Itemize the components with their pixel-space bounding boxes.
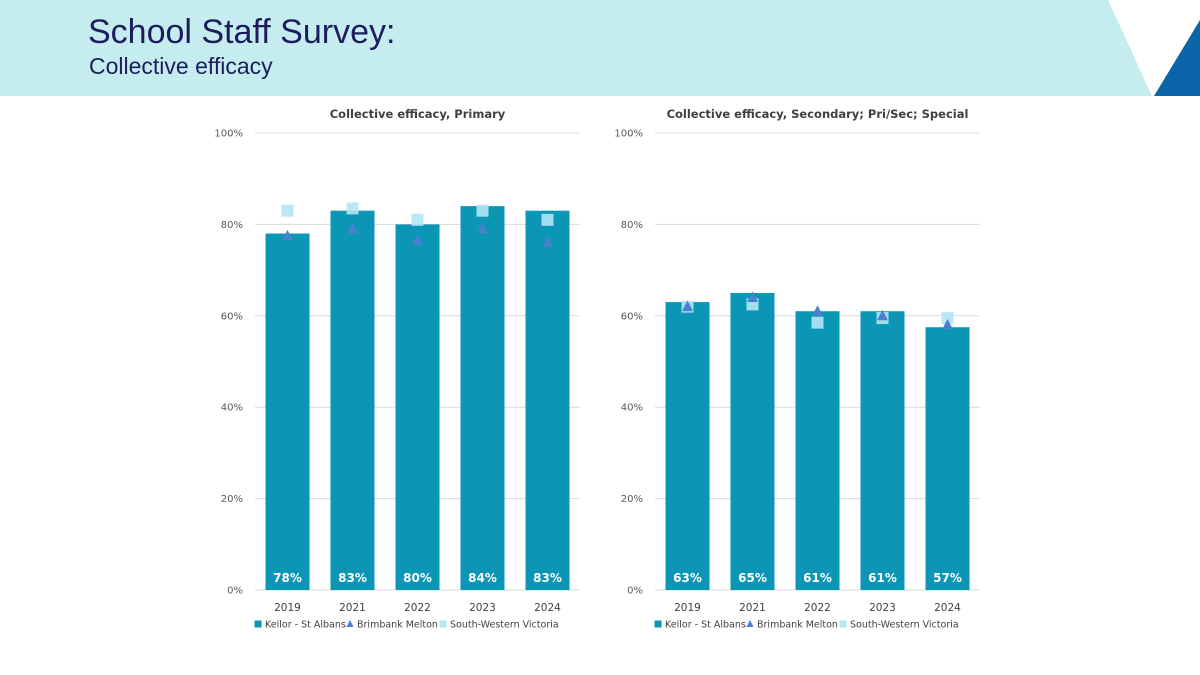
header-banner	[0, 0, 1200, 96]
data-label: 84%	[468, 571, 497, 585]
bar	[330, 210, 375, 590]
legend-item: Keilor - St Albans	[654, 620, 746, 631]
legend-label: South-Western Victoria	[450, 620, 559, 631]
legend-label: South-Western Victoria	[850, 620, 959, 631]
x-tick-label: 2023	[869, 602, 896, 614]
triangle-marker	[812, 305, 823, 316]
legend-swatch-square	[439, 620, 447, 628]
triangle-marker	[477, 222, 488, 234]
legend-label: Keilor - St Albans	[665, 620, 746, 631]
chart-title: Collective efficacy, Primary	[330, 107, 506, 121]
data-label: 78%	[273, 571, 302, 585]
y-tick-label: 60%	[221, 311, 243, 322]
legend-label: Brimbank Melton	[357, 620, 438, 631]
bar	[525, 210, 570, 590]
triangle-marker	[412, 234, 423, 245]
triangle-marker	[347, 222, 358, 234]
data-label: 83%	[533, 571, 562, 585]
y-tick-label: 80%	[621, 220, 643, 231]
legend-label: Keilor - St Albans	[265, 620, 346, 631]
legend-swatch-bar	[654, 620, 662, 628]
square-marker	[346, 202, 359, 215]
y-tick-label: 60%	[621, 311, 643, 322]
square-marker	[281, 204, 294, 217]
y-tick-label: 20%	[221, 494, 243, 505]
x-tick-label: 2019	[674, 602, 701, 614]
triangle-marker	[877, 309, 888, 321]
bar	[265, 233, 310, 591]
legend-swatch-triangle	[346, 620, 354, 627]
triangle-marker	[542, 236, 553, 248]
x-tick-label: 2022	[804, 602, 831, 614]
triangle-marker	[682, 300, 693, 312]
bar	[730, 292, 775, 590]
y-tick-label: 100%	[614, 129, 643, 140]
triangle-marker	[747, 291, 758, 303]
x-tick-label: 2024	[534, 602, 561, 614]
data-label: 61%	[803, 571, 832, 585]
secondary-chart: Collective efficacy, Secondary; Pri/Sec;…	[614, 107, 980, 631]
x-tick-label: 2021	[739, 602, 766, 614]
bar	[925, 327, 970, 590]
bar	[460, 206, 505, 590]
data-label: 65%	[738, 571, 767, 585]
legend-swatch-triangle	[746, 620, 754, 627]
slide-title: School Staff Survey:	[88, 13, 396, 51]
square-marker	[476, 204, 489, 217]
square-marker	[811, 316, 824, 329]
y-tick-label: 100%	[214, 129, 243, 140]
legend-swatch-bar	[254, 620, 262, 628]
x-tick-label: 2024	[934, 602, 961, 614]
primary-chart: Collective efficacy, Primary 0% 20% 40% 60% 8…	[214, 107, 580, 631]
triangle-marker	[942, 318, 953, 330]
y-tick-label: 40%	[221, 403, 243, 414]
data-label: 61%	[868, 571, 897, 585]
legend-label: Brimbank Melton	[757, 620, 838, 631]
bar	[395, 224, 440, 590]
y-tick-label: 80%	[221, 220, 243, 231]
chart-title: Collective efficacy, Secondary; Pri/Sec;…	[667, 107, 969, 121]
y-tick-label: 40%	[621, 403, 643, 414]
legend-item: Brimbank Melton	[346, 620, 438, 631]
square-marker	[941, 312, 954, 325]
y-tick-label: 0%	[227, 586, 243, 597]
bar	[795, 311, 840, 590]
data-label: 80%	[403, 571, 432, 585]
square-marker	[541, 213, 554, 226]
slide-subtitle: Collective efficacy	[89, 53, 273, 79]
bar	[665, 302, 710, 590]
legend-item: South-Western Victoria	[439, 620, 559, 631]
x-tick-label: 2022	[404, 602, 431, 614]
banner-corner-accent	[1154, 20, 1200, 96]
square-marker	[411, 213, 424, 226]
y-tick-label: 0%	[627, 586, 643, 597]
y-tick-label: 20%	[621, 494, 643, 505]
data-label: 63%	[673, 571, 702, 585]
x-tick-label: 2021	[339, 602, 366, 614]
data-label: 83%	[338, 571, 367, 585]
triangle-marker	[282, 229, 293, 241]
x-tick-label: 2019	[274, 602, 301, 614]
bar	[860, 311, 905, 590]
data-label: 57%	[933, 571, 962, 585]
x-tick-label: 2023	[469, 602, 496, 614]
legend-swatch-square	[839, 620, 847, 628]
legend-item: Keilor - St Albans	[254, 620, 346, 631]
legend-item: South-Western Victoria	[839, 620, 959, 631]
legend-item: Brimbank Melton	[746, 620, 838, 631]
banner-background	[0, 0, 1152, 96]
